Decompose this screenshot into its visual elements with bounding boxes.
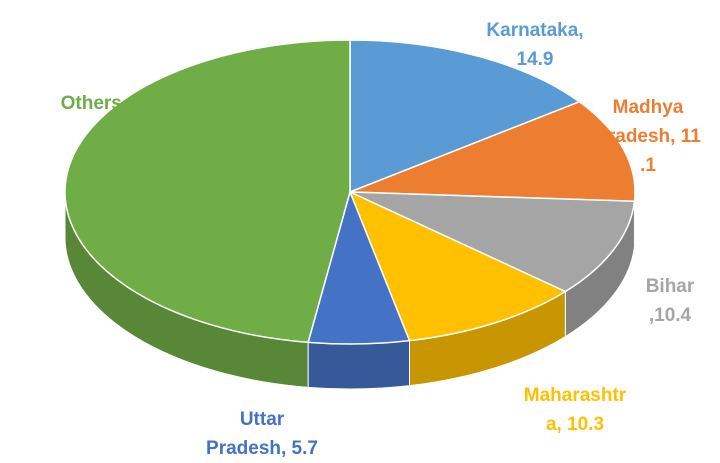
data-label: Maharashtr a, 10.3 bbox=[524, 385, 627, 435]
data-label-line: Maharashtr bbox=[524, 385, 627, 406]
slice bbox=[349, 39, 581, 194]
data-label-line: .1 bbox=[640, 155, 656, 176]
slice bbox=[349, 191, 636, 293]
data-label: Others, 47.7 bbox=[61, 93, 170, 114]
slice bbox=[349, 100, 636, 203]
data-label: Karnataka, 14.9 bbox=[486, 20, 583, 70]
data-label: Uttar Pradesh, 5.7 bbox=[206, 409, 318, 459]
data-label-line: a, 10.3 bbox=[546, 414, 604, 435]
data-label-line: Pradesh, 5.7 bbox=[206, 438, 318, 459]
slice-side bbox=[307, 340, 410, 390]
data-label: Madhya Pradesh, 11 .1 bbox=[595, 97, 701, 176]
data-label: Bihar ,10.4 bbox=[646, 276, 695, 326]
data-label-line: Uttar bbox=[240, 409, 285, 430]
slice bbox=[348, 190, 567, 342]
data-label-line: Pradesh, 11 bbox=[595, 126, 701, 147]
data-label-line: Bihar bbox=[646, 276, 695, 297]
data-label-line: ,10.4 bbox=[649, 305, 692, 326]
data-label-line: Madhya bbox=[613, 97, 684, 118]
data-label-line: Karnataka, bbox=[486, 20, 583, 41]
data-label-line: 14.9 bbox=[517, 49, 554, 70]
data-label-line: Others, 47.7 bbox=[61, 93, 170, 114]
slice bbox=[64, 39, 351, 344]
